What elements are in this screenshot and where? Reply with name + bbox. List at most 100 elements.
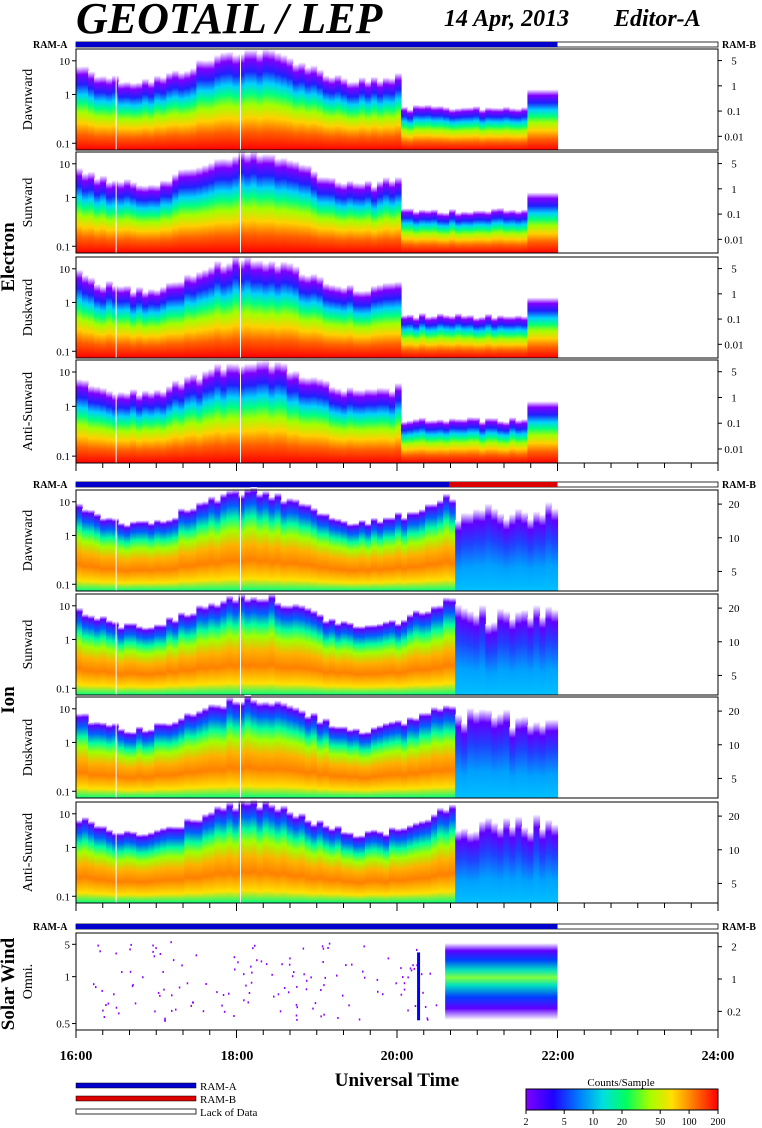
panel-e-1-spectrum-column bbox=[376, 180, 384, 253]
panel-e-1-spectrum-column bbox=[388, 180, 396, 253]
panel-e-2-spectrum-column bbox=[280, 261, 288, 358]
panel-e-3-spectrum-column bbox=[82, 379, 89, 463]
panel-e-1-spectrum-column bbox=[280, 157, 288, 253]
panel-i-1-spectrum-column bbox=[94, 617, 101, 695]
panel-i-0-spectrum-column bbox=[292, 498, 300, 591]
panel-e-0-spectrum-column bbox=[94, 76, 101, 150]
panel-i-0-spectrum-column bbox=[268, 496, 276, 591]
panel-i-2-spectrum-column bbox=[220, 705, 228, 798]
panel-e-2-spectrum-column bbox=[425, 316, 432, 358]
panel-i-1-spectrum-column bbox=[437, 604, 444, 695]
panel-e-0-spectrum-column bbox=[539, 89, 547, 150]
panel-e-0-spectrum-column bbox=[178, 72, 185, 150]
panel-i-2-spectrum-column bbox=[148, 729, 155, 798]
panel-sw-0-dot bbox=[99, 950, 101, 953]
panel-e-0-spectrum-column bbox=[382, 77, 390, 150]
panel-i-3-spectrum-column bbox=[118, 832, 125, 903]
panel-i-1-label: Sunward bbox=[21, 620, 36, 670]
panel-i-1-spectrum-column bbox=[425, 610, 432, 695]
panel-i-3-spectrum-column bbox=[100, 825, 107, 903]
panel-i-2-spectrum-column bbox=[358, 732, 366, 798]
panel-e-2-spectrum-column bbox=[322, 283, 330, 358]
panel-i-0-spectrum-column bbox=[310, 507, 318, 591]
panel-e-0-spectrum-column bbox=[491, 107, 498, 150]
panel-e-2-spectrum-column bbox=[340, 287, 348, 358]
panel-e-3-spectrum-column bbox=[232, 363, 240, 463]
time-label: 18:00 bbox=[221, 1049, 254, 1064]
panel-e-2-spectrum-column bbox=[437, 313, 444, 358]
panel-e-3-spectrum-column bbox=[274, 361, 282, 463]
panel-i-0-spectrum-column bbox=[88, 509, 95, 591]
panel-e-3-spectrum-column bbox=[491, 417, 498, 463]
panel-i-1-spectrum-column bbox=[76, 607, 83, 695]
panel-i-2-spectrum-column bbox=[491, 716, 498, 798]
panel-e-3-spectrum-column bbox=[76, 378, 83, 463]
panel-e-2-spectrum-column bbox=[358, 290, 366, 358]
panel-sw-0-dot bbox=[407, 976, 409, 979]
panel-e-3-spectrum-column bbox=[88, 385, 95, 463]
right-tick-label: 0.1 bbox=[727, 209, 741, 221]
panel-sw-0-dot bbox=[296, 1006, 298, 1009]
panel-e-0-spectrum-column bbox=[286, 57, 294, 150]
ram-b-label: RAM-B bbox=[722, 922, 756, 933]
panel-i-3-spectrum-column bbox=[310, 823, 318, 903]
panel-e-1-spectrum-column bbox=[304, 164, 312, 253]
panel-e-3-spectrum-column bbox=[533, 401, 541, 463]
panel-sw-0-dot bbox=[115, 952, 117, 955]
panel-i-0-spectrum-column bbox=[503, 518, 510, 591]
panel-e-0-spectrum-column bbox=[334, 74, 342, 150]
panel-i-1-spectrum-column bbox=[196, 604, 203, 695]
panel-sw-0-dot bbox=[410, 969, 413, 972]
panel-e-1-spectrum-column bbox=[401, 208, 408, 253]
ram-a-label: RAM-A bbox=[33, 922, 68, 933]
panel-e-0-spectrum-column bbox=[148, 81, 155, 150]
panel-e-2-spectrum-column bbox=[419, 312, 426, 358]
panel-sw-0-dot bbox=[132, 983, 134, 986]
panel-i-2-spectrum-column bbox=[160, 722, 167, 798]
panel-i-3-spectrum-column bbox=[160, 827, 167, 903]
panel-e-3-spectrum-column bbox=[298, 376, 306, 463]
panel-i-3-spectrum-column bbox=[304, 819, 312, 903]
panel-i-2-spectrum-column bbox=[304, 715, 312, 798]
panel-e-0-spectrum-column bbox=[388, 78, 396, 150]
panel-i-3-spectrum-column bbox=[473, 830, 480, 903]
left-tick-label: 0.1 bbox=[56, 241, 70, 253]
panel-e-1-spectrum-column bbox=[106, 181, 113, 253]
panel-i-0-spectrum-column bbox=[364, 523, 372, 591]
panel-e-1-spectrum-column bbox=[449, 208, 456, 253]
panel-i-2-spectrum-column bbox=[340, 726, 348, 798]
right-tick-label: 0.01 bbox=[724, 444, 743, 456]
panel-sw-0-dot bbox=[134, 1002, 137, 1005]
panel-i-1-spectrum-column bbox=[545, 606, 553, 695]
panel-sw-0-dot bbox=[195, 954, 198, 957]
panel-i-2-spectrum-column bbox=[100, 722, 107, 798]
panel-e-1-spectrum-column bbox=[226, 158, 234, 253]
panel-sw-0-dot bbox=[190, 1004, 192, 1007]
panel-i-0-spectrum-column bbox=[358, 519, 366, 591]
panel-i-0-spectrum-column bbox=[413, 511, 420, 591]
panel-sw-0-dot bbox=[337, 1017, 339, 1019]
right-tick-label: 2 bbox=[731, 942, 737, 954]
panel-e-2-spectrum-column bbox=[118, 286, 125, 358]
panel-e-3-label: Anti-Sunward bbox=[21, 372, 36, 451]
panel-i-2-spectrum-column bbox=[214, 704, 222, 798]
panel-i-3-spectrum-column bbox=[274, 808, 282, 903]
panel-e-3-spectrum-column bbox=[358, 389, 366, 463]
panel-i-1-spectrum-column bbox=[316, 613, 324, 695]
panel-e-1-frame bbox=[75, 151, 719, 254]
group-label-electron: Electron bbox=[0, 222, 19, 292]
right-tick-label: 5 bbox=[731, 159, 737, 171]
panel-i-2-spectrum-column bbox=[244, 694, 252, 798]
panel-e-3-spectrum-column bbox=[316, 378, 324, 463]
panel-e-1-spectrum-column bbox=[292, 161, 300, 253]
panel-sw-0-dot bbox=[171, 994, 173, 997]
panel-e-0-spectrum-column bbox=[437, 105, 444, 150]
panel-i-3-spectrum-column bbox=[148, 831, 155, 903]
panel-e-0-spectrum-column bbox=[527, 89, 535, 150]
legend-label-ram-b: RAM-B bbox=[200, 1094, 236, 1106]
panel-i-2-spectrum-column bbox=[166, 723, 173, 798]
panel-e-3-spectrum-column bbox=[401, 421, 408, 463]
panel-e-0-spectrum-column bbox=[328, 76, 336, 150]
panel-i-1-spectrum-column bbox=[124, 622, 131, 695]
panel-e-1-spectrum-column bbox=[407, 208, 414, 253]
